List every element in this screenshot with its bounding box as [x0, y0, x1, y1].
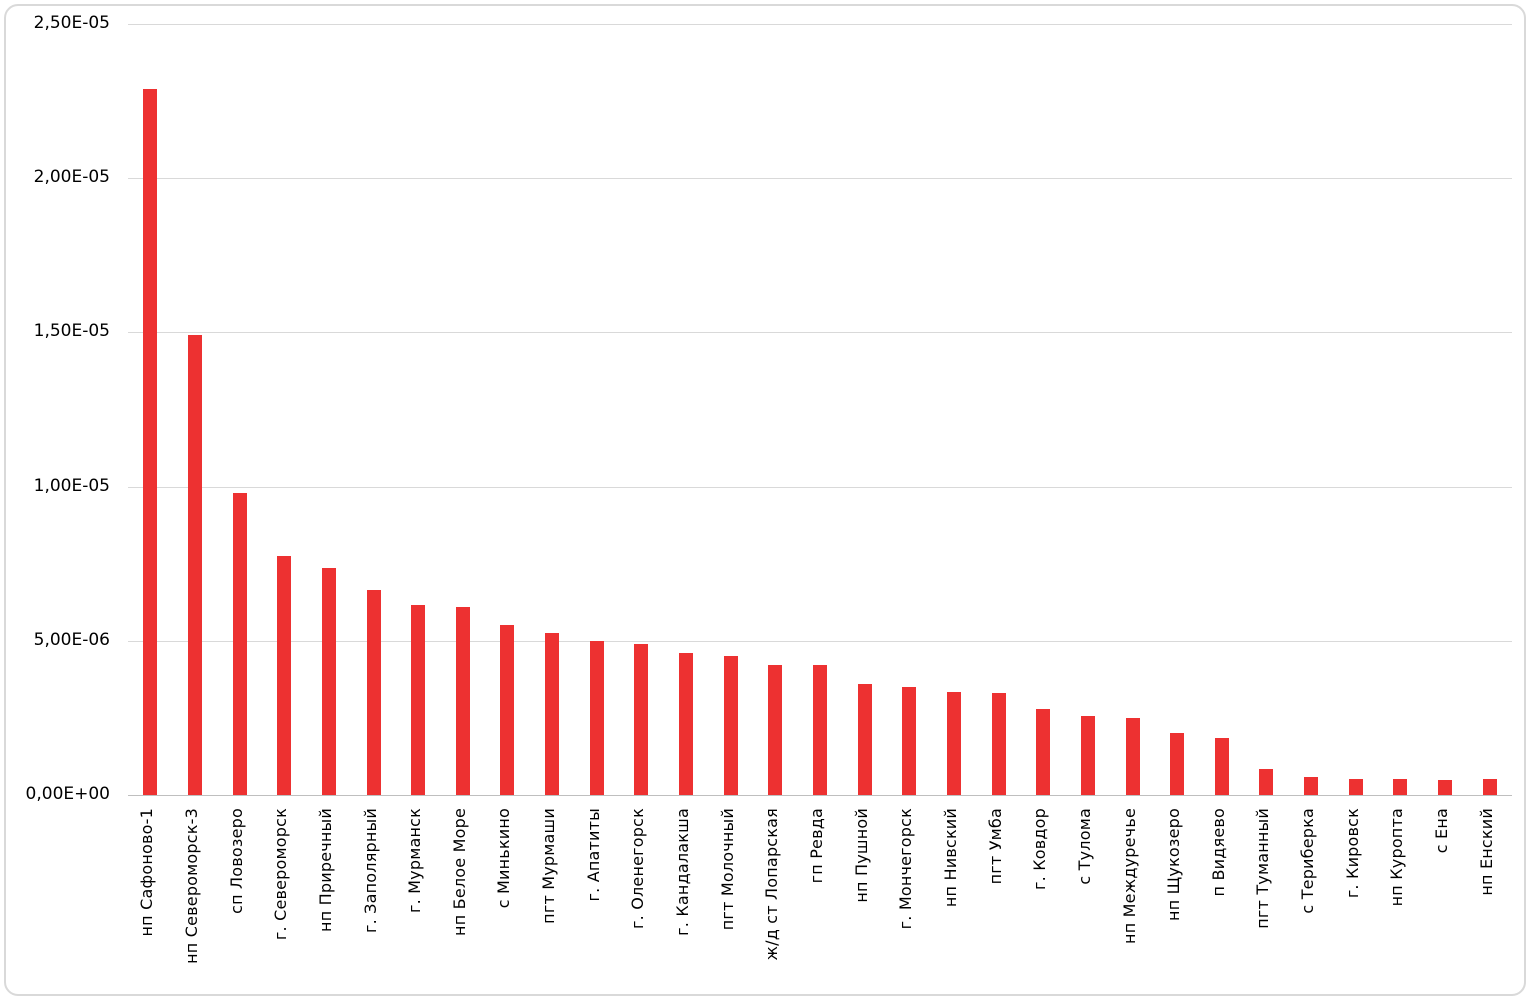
bar — [902, 687, 917, 795]
bar — [634, 643, 649, 795]
x-tick-label: г. Апатиты — [583, 808, 603, 902]
x-tick-label: с Минькино — [494, 808, 514, 909]
x-tick-label: г. Мончегорск — [896, 808, 916, 930]
gridline — [128, 486, 1512, 488]
x-tick-label: г. Кировск — [1342, 808, 1362, 899]
x-tick-label: г. Ковдор — [1030, 808, 1050, 890]
bar — [991, 693, 1006, 795]
x-tick-label: гп Ревда — [807, 808, 826, 884]
bar — [768, 665, 783, 795]
x-tick-label: ж/д ст Лопарская — [762, 808, 782, 961]
x-tick-label: пгт Туманный — [1253, 808, 1273, 929]
bar — [1393, 778, 1408, 795]
bar — [1259, 768, 1274, 795]
gridline — [128, 640, 1512, 642]
bar — [946, 691, 961, 795]
x-tick-label: п Видяево — [1208, 808, 1228, 897]
x-tick-label: г. Оленегорск — [628, 808, 648, 929]
x-tick-label: нп Енский — [1476, 808, 1496, 896]
gridline — [128, 332, 1512, 334]
x-tick-label: сп Ловозеро — [226, 808, 246, 914]
x-tick-label: нп Щукозеро — [1164, 808, 1184, 921]
bar — [679, 653, 694, 795]
gridline — [128, 24, 1512, 25]
y-tick-label: 0,00E+00 — [25, 784, 110, 804]
bar — [1170, 733, 1185, 795]
bar — [1304, 777, 1319, 795]
y-tick-label: 2,50E-05 — [33, 13, 110, 33]
x-tick-label: пгт Молочный — [717, 808, 737, 931]
chart-card: 0,00E+00 5,00E-06 1,00E-05 1,50E-05 2,00E-05… — [4, 4, 1526, 996]
bar — [187, 335, 202, 795]
x-tick-label: нп Междуречье — [1119, 808, 1139, 944]
x-tick-label: пгт Мурмаши — [539, 808, 559, 924]
bar — [857, 683, 872, 795]
y-tick-label: 1,50E-05 — [33, 321, 110, 342]
bar — [545, 633, 560, 795]
x-tick-label: г. Кандалакша — [673, 808, 693, 936]
bar — [366, 589, 381, 795]
x-tick-label: с Тулома — [1074, 808, 1094, 885]
x-tick-label: нп Белое Море — [449, 808, 469, 936]
bar — [1036, 708, 1051, 795]
x-tick-label: нп Приречный — [315, 808, 335, 932]
bar — [589, 640, 604, 795]
plot-area: 0,00E+00 5,00E-06 1,00E-05 1,50E-05 2,00E-05… — [6, 6, 1524, 994]
y-tick-label: 1,00E-05 — [33, 475, 110, 496]
bar — [411, 605, 426, 795]
bar — [1348, 778, 1363, 795]
gridline — [128, 178, 1512, 180]
x-tick-label: нп Пушной — [851, 808, 871, 903]
bar — [1080, 716, 1095, 795]
bar — [1125, 717, 1140, 795]
x-tick-label: с Ена — [1432, 808, 1452, 854]
bar — [232, 492, 247, 795]
bar — [277, 555, 292, 795]
x-tick-label: нп Сафоново-1 — [137, 808, 157, 937]
y-tick-label: 2,00E-05 — [33, 167, 110, 188]
x-tick-label: г. Заполярный — [360, 808, 380, 933]
bar — [1438, 779, 1453, 795]
x-tick-label: г. Мурманск — [405, 808, 425, 914]
x-tick-label: с Териберка — [1298, 808, 1318, 914]
bar — [1482, 778, 1497, 795]
x-axis-line — [128, 795, 1512, 796]
x-tick-label: нп Куропта — [1387, 808, 1407, 907]
x-tick-label: г. Североморск — [271, 808, 291, 941]
bar — [321, 568, 336, 795]
x-tick-label: пгт Умба — [985, 808, 1005, 885]
bar — [813, 665, 827, 795]
x-tick-label: нп Нивский — [940, 808, 960, 908]
bar — [723, 656, 738, 795]
y-tick-label: 5,00E-06 — [33, 629, 110, 650]
bar — [455, 606, 470, 795]
bar — [143, 88, 158, 795]
bar — [1214, 737, 1229, 795]
x-tick-label: нп Североморск-3 — [181, 808, 201, 964]
bar — [500, 625, 515, 795]
